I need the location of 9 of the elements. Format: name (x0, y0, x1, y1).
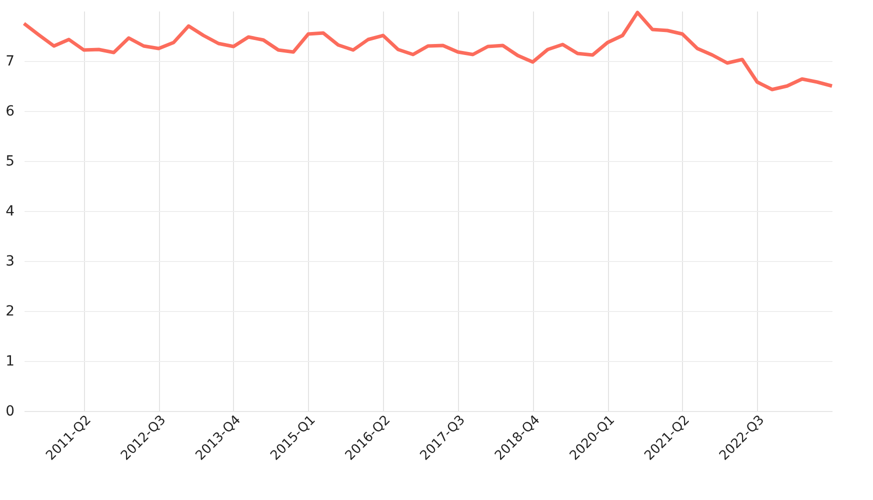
y-tick-label: 2 (6, 304, 14, 320)
y-tick-label: 3 (6, 254, 14, 270)
y-tick-label: 5 (6, 154, 14, 170)
y-tick-label: 4 (6, 204, 15, 220)
y-tick-label: 1 (6, 354, 14, 370)
y-tick-label: 6 (6, 104, 15, 120)
y-tick-label: 7 (6, 54, 14, 70)
y-tick-label: 0 (6, 404, 14, 420)
line-series (22, 10, 834, 92)
